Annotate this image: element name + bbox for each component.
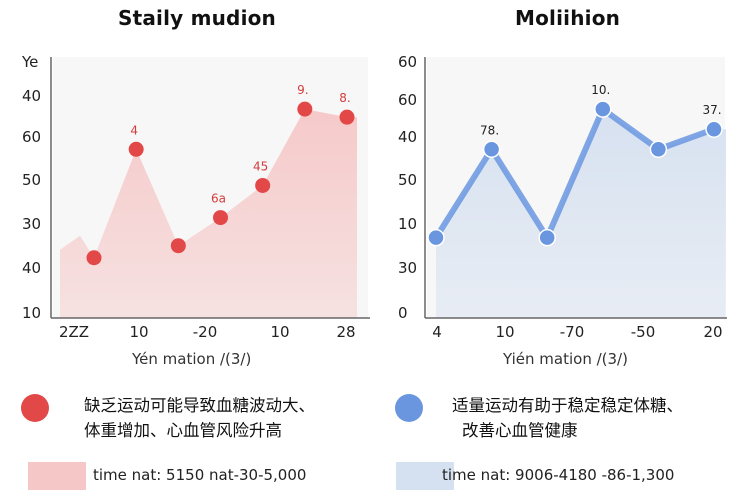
data-point [297, 101, 313, 117]
x-tick-label: 28 [336, 323, 355, 341]
data-point [213, 210, 228, 226]
series-line [433, 106, 716, 241]
y-tick-label: 60 [398, 91, 417, 109]
y-tick-label: 30 [398, 259, 417, 277]
data-point [482, 140, 501, 159]
note-right: 适量运动有助于稳定稳定体糖、 改善心血管健康 [452, 393, 683, 443]
series-area [60, 109, 357, 318]
x-tick-label: -50 [631, 323, 656, 341]
x-tick-label: 2ZZ [59, 323, 89, 341]
data-label: 10. [591, 83, 610, 97]
chart-title-left: Staily mudion [118, 6, 277, 30]
y-tick-label: 30 [22, 215, 41, 233]
y-tick-label: 10 [398, 215, 417, 233]
data-label: 37. [702, 103, 721, 117]
x-tick-label: 10 [495, 323, 514, 341]
chart-title-right: Moliihion [515, 6, 621, 30]
y-tick-label: Ye [21, 53, 38, 71]
y-tick-label: 10 [22, 304, 41, 322]
x-tick-label: 4 [432, 323, 442, 341]
data-point [594, 100, 612, 118]
data-label: 6a [211, 192, 226, 206]
x-tick-label: 10 [270, 323, 289, 341]
data-label: 4 [130, 123, 138, 137]
data-label: 78. [480, 123, 499, 137]
data-point [538, 228, 556, 247]
note-marker-left [21, 394, 49, 422]
note-right-line1: 适量运动有助于稳定稳定体糖、 [452, 396, 683, 415]
x-tick-label: -70 [560, 323, 585, 341]
data-label: 8. [339, 91, 350, 105]
data-point [649, 140, 668, 159]
x-tick-label: -20 [193, 323, 218, 341]
y-tick-label: 40 [398, 128, 417, 146]
note-left-line1: 缺乏运动可能导致血糖波动大、 [84, 396, 315, 415]
series-area [436, 109, 726, 318]
data-point [427, 228, 445, 247]
data-label: 9. [297, 83, 308, 97]
x-axis-label: Yén mation /(3/) [131, 350, 251, 368]
note-left: 缺乏运动可能导致血糖波动大、 体重增加、心血管风险升高 [84, 393, 315, 443]
data-point [170, 238, 186, 254]
data-point [705, 120, 723, 138]
x-axis-label: Yién mation /(3/) [502, 350, 628, 368]
legend-text-left: time nat: 5150 nat-30-5,000 [93, 466, 307, 484]
y-tick-label: 60 [398, 53, 417, 71]
note-right-line2: 改善心血管健康 [462, 421, 578, 440]
data-point [86, 250, 102, 266]
y-tick-label: 0 [398, 304, 408, 322]
y-tick-label: 40 [22, 259, 41, 277]
legend-swatch-left [28, 462, 86, 490]
data-point [339, 109, 355, 125]
note-left-line2: 体重增加、心血管风险升高 [84, 421, 282, 440]
x-tick-label: 20 [703, 323, 722, 341]
y-tick-label: 50 [398, 171, 417, 189]
y-tick-label: 40 [22, 87, 41, 105]
data-point [255, 177, 271, 193]
legend-swatch-right [396, 462, 454, 490]
y-tick-label: 50 [22, 171, 41, 189]
legend-text-right: time nat: 9006-4180 -86-1,300 [442, 466, 675, 484]
data-label: 45 [253, 159, 268, 173]
x-tick-label: 10 [129, 323, 148, 341]
note-marker-right [395, 394, 423, 422]
y-tick-label: 60 [22, 128, 41, 146]
data-point [128, 141, 144, 157]
